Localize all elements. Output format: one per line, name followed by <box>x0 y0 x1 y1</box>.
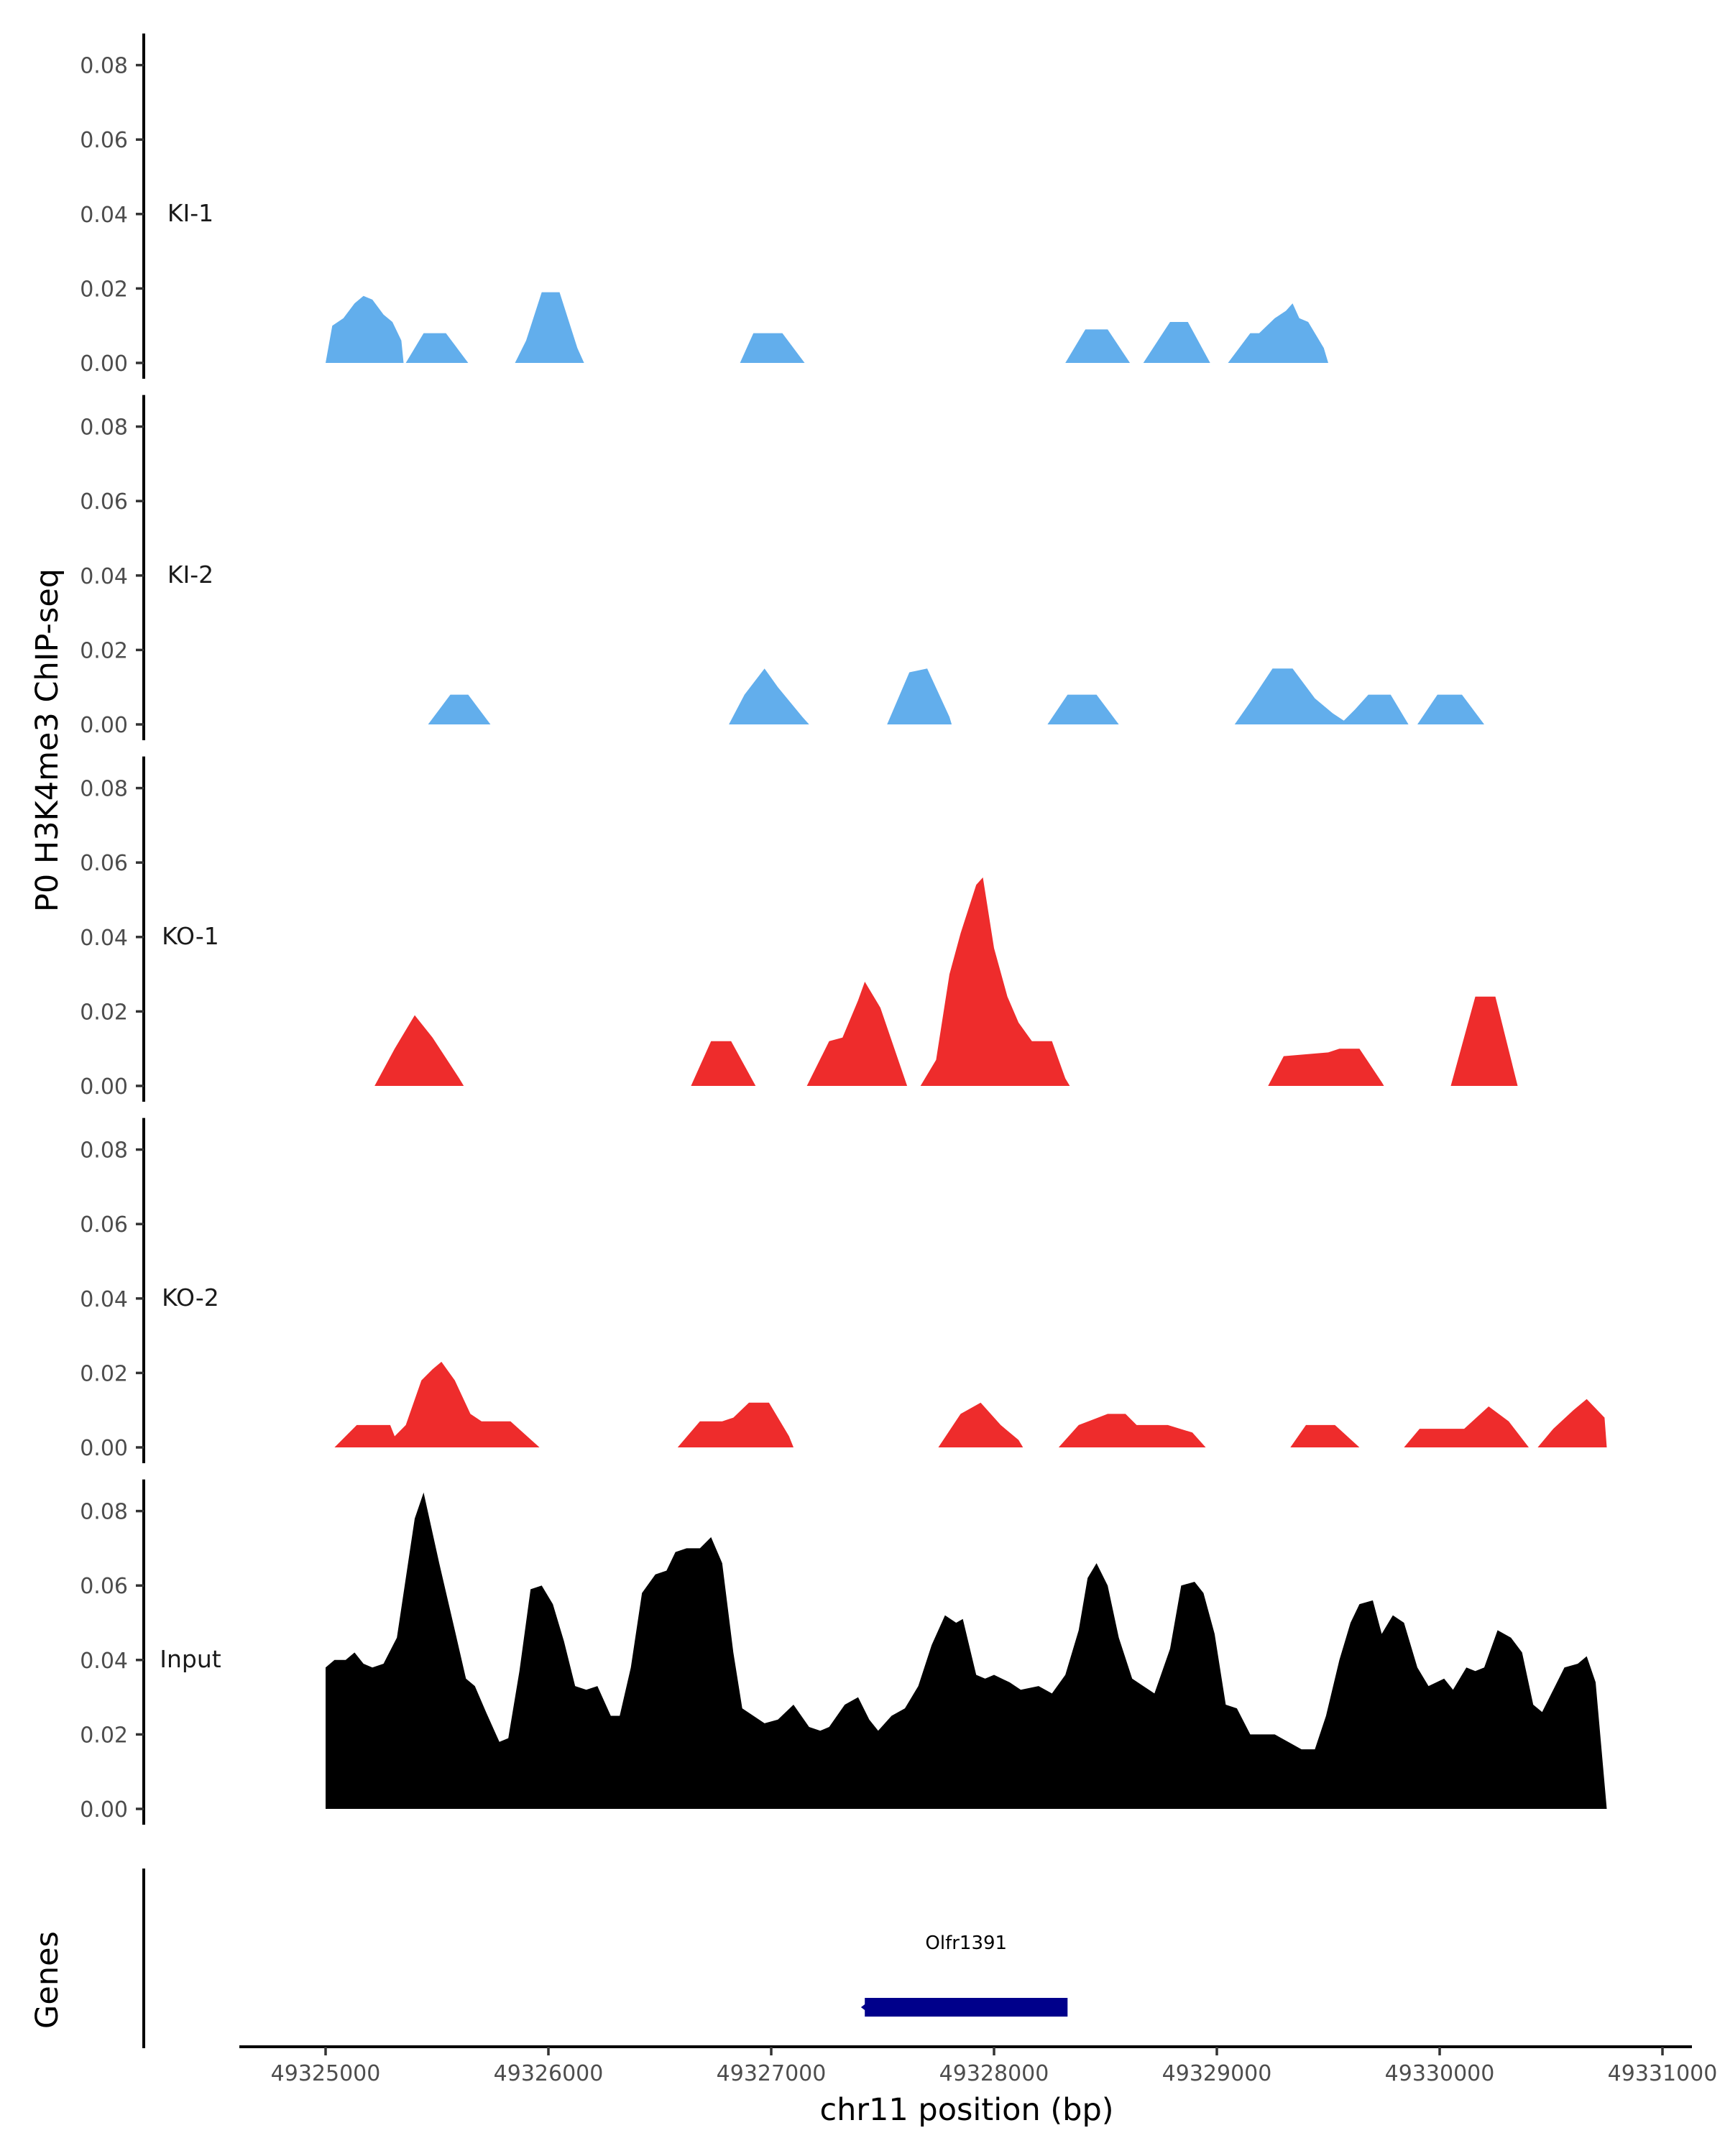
y-tick-label: 0.04 <box>80 926 128 951</box>
track-label: Input <box>160 1645 221 1673</box>
y-tick-label: 0.04 <box>80 1649 128 1674</box>
signal-area <box>1228 303 1328 363</box>
y-tick-label: 0.00 <box>80 1436 128 1461</box>
y-axis-title: P0 H3K4me3 ChIP-seq <box>29 568 65 912</box>
track-label: KO-2 <box>162 1284 219 1312</box>
y-tick-label: 0.00 <box>80 351 128 377</box>
x-tick-label: 49329000 <box>1162 2061 1272 2086</box>
track-label: KI-1 <box>167 199 213 227</box>
gene-body <box>865 1998 1068 2017</box>
signal-area <box>938 1402 1024 1447</box>
y-tick-label: 0.02 <box>80 1000 128 1025</box>
signal-area <box>326 1492 1607 1809</box>
gene-panel: Olfr1391 <box>142 1869 1068 2048</box>
signal-area <box>1058 1414 1206 1447</box>
y-tick-label: 0.02 <box>80 277 128 302</box>
signal-area <box>428 694 491 724</box>
signal-area <box>729 668 809 724</box>
track-ki-2: 0.00 0.02 0.04 0.06 0.08 KI-2 <box>80 395 1484 740</box>
x-axis-title: chr11 position (bp) <box>819 2092 1113 2128</box>
x-tick-label: 49328000 <box>939 2061 1049 2086</box>
track-ko-1: 0.00 0.02 0.04 0.06 0.08 KO-1 <box>80 756 1518 1102</box>
y-tick-label: 0.08 <box>80 777 128 802</box>
signal-area <box>740 333 805 363</box>
signal-area <box>806 982 908 1086</box>
track-label: KI-2 <box>167 561 213 589</box>
y-tick-label: 0.08 <box>80 415 128 441</box>
y-tick-label: 0.06 <box>80 128 128 153</box>
signal-area <box>887 668 952 724</box>
signal-area <box>1268 1049 1384 1086</box>
track-label: KO-1 <box>162 922 219 950</box>
signal-area <box>1234 668 1409 724</box>
strand-arrow <box>860 1999 873 2015</box>
signal-area <box>334 1361 540 1447</box>
y-tick-label: 0.08 <box>80 1138 128 1164</box>
y-tick-label: 0.02 <box>80 1723 128 1748</box>
signal-area <box>1450 996 1518 1086</box>
signal-area <box>326 295 404 363</box>
genes-panel-title: Genes <box>29 1931 65 2029</box>
y-tick-label: 0.06 <box>80 489 128 515</box>
y-tick-label: 0.04 <box>80 1287 128 1312</box>
signal-area <box>374 1015 464 1086</box>
y-tick-label: 0.04 <box>80 203 128 228</box>
x-tick-label: 49330000 <box>1385 2061 1495 2086</box>
signal-area <box>1065 329 1131 363</box>
y-tick-label: 0.08 <box>80 1500 128 1525</box>
signal-area <box>1047 694 1119 724</box>
track-ki-1: 0.00 0.02 0.04 0.06 0.08 KI-1 <box>80 33 1328 379</box>
y-tick-label: 0.06 <box>80 1574 128 1599</box>
signal-area <box>515 292 584 363</box>
signal-area <box>1537 1399 1607 1447</box>
signal-area <box>405 333 469 363</box>
y-tick-label: 0.04 <box>80 564 128 589</box>
x-tick-label: 49325000 <box>271 2061 381 2086</box>
y-tick-label: 0.00 <box>80 1797 128 1823</box>
y-tick-label: 0.00 <box>80 713 128 738</box>
x-tick-label: 49331000 <box>1608 2061 1718 2086</box>
x-axis: 49325000 49326000 49327000 49328000 49329000… <box>239 2045 1718 2086</box>
y-tick-label: 0.02 <box>80 638 128 663</box>
signal-area <box>1404 1406 1529 1447</box>
y-tick-label: 0.00 <box>80 1074 128 1100</box>
y-tick-label: 0.08 <box>80 54 128 79</box>
signal-area <box>920 877 1070 1086</box>
signal-area <box>677 1402 794 1447</box>
signal-area <box>1417 694 1484 724</box>
x-tick-label: 49326000 <box>494 2061 604 2086</box>
y-tick-label: 0.02 <box>80 1361 128 1386</box>
signal-panels: 0.00 0.02 0.04 0.06 0.08 KI-1 0.00 0.02 0.04 0.06… <box>80 33 1607 1825</box>
x-tick-label: 49327000 <box>717 2061 827 2086</box>
y-tick-label: 0.06 <box>80 851 128 876</box>
gene-name-label: Olfr1391 <box>925 1932 1007 1954</box>
track-ko-2: 0.00 0.02 0.04 0.06 0.08 KO-2 <box>80 1118 1607 1463</box>
signal-area <box>1143 322 1210 363</box>
signal-area <box>691 1041 756 1086</box>
track-input: 0.00 0.02 0.04 0.06 0.08 Input <box>80 1479 1607 1825</box>
signal-area <box>1290 1424 1360 1447</box>
y-tick-label: 0.06 <box>80 1212 128 1238</box>
